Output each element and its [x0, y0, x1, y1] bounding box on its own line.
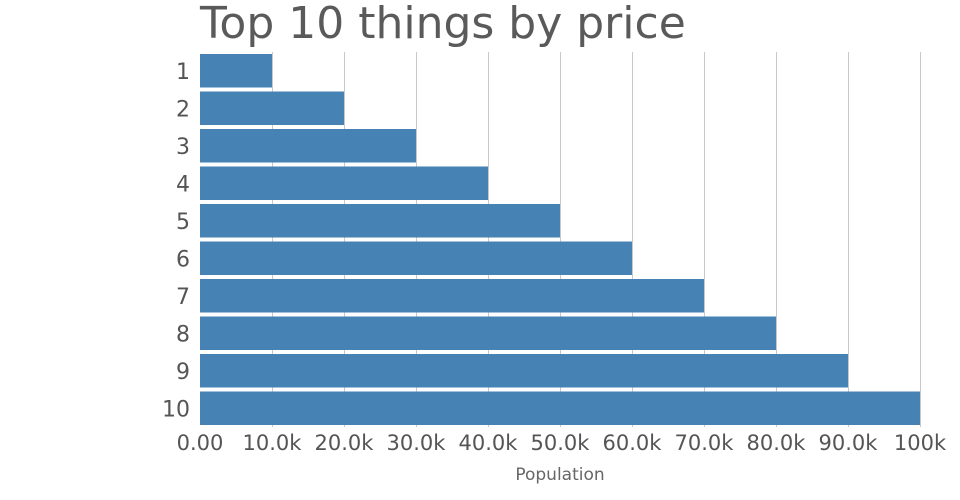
- bar: [200, 129, 416, 163]
- bar: [200, 166, 488, 200]
- bar: [200, 54, 272, 88]
- x-tick-label: 70.0k: [675, 431, 735, 455]
- bar: [200, 241, 632, 275]
- bar: [200, 91, 344, 125]
- y-tick-label: 5: [176, 210, 190, 235]
- bar: [200, 279, 704, 313]
- bars: [200, 54, 920, 425]
- bar: [200, 316, 776, 350]
- y-tick-label: 1: [176, 60, 190, 85]
- y-tick-label: 2: [176, 97, 190, 122]
- x-tick-label: 30.0k: [387, 431, 447, 455]
- x-axis-title: Population: [515, 465, 604, 485]
- y-tick-label: 4: [176, 172, 190, 197]
- y-tick-label: 9: [176, 360, 190, 385]
- chart-title: Top 10 things by price: [200, 0, 686, 49]
- x-tick-label: 0.00: [177, 431, 224, 455]
- x-tick-label: 80.0k: [747, 431, 807, 455]
- y-tick-label: 10: [162, 397, 190, 422]
- y-tick-label: 6: [176, 247, 190, 272]
- y-tick-label: 7: [176, 285, 190, 310]
- x-tick-label: 90.0k: [819, 431, 879, 455]
- x-axis-tick-labels: 0.00 10.0k 20.0k 30.0k 40.0k 50.0k 60.0k 70.0k 8…: [177, 431, 947, 455]
- bar: [200, 391, 920, 425]
- y-tick-label: 3: [176, 135, 190, 160]
- x-tick-label: 10.0k: [243, 431, 303, 455]
- x-tick-label: 100k: [894, 431, 947, 455]
- bar: [200, 204, 560, 238]
- bar: [200, 354, 848, 388]
- x-tick-label: 50.0k: [531, 431, 591, 455]
- y-tick-label: 8: [176, 322, 190, 347]
- x-tick-label: 40.0k: [459, 431, 519, 455]
- x-tick-label: 60.0k: [603, 431, 663, 455]
- y-axis-tick-labels: 1 2 3 4 5 6 7 8 9 10: [162, 60, 190, 423]
- x-tick-label: 20.0k: [315, 431, 375, 455]
